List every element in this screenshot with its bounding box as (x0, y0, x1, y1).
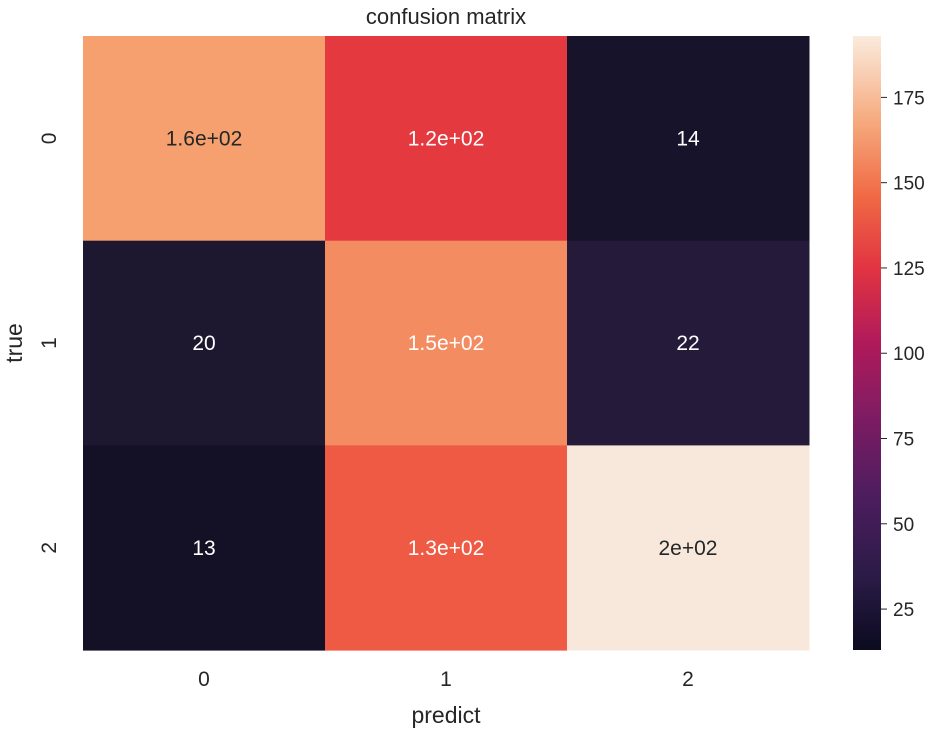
heatmap-cells (83, 36, 810, 651)
heatmap-cell-r0-c0 (83, 36, 326, 242)
colorbar-tick-label: 25 (893, 600, 914, 621)
colorbar-tick-label: 50 (893, 515, 914, 536)
cell-value-label: 1.2e+02 (408, 127, 485, 150)
colorbar-tick-label: 75 (893, 430, 914, 451)
x-tick-label: 0 (198, 668, 210, 691)
cell-value-label: 14 (676, 127, 700, 150)
colorbar-tick-label: 100 (893, 344, 925, 365)
cell-value-label: 22 (676, 332, 699, 355)
x-axis-ticks: 0 1 2 (198, 668, 694, 691)
cell-value-label: 2e+02 (659, 537, 718, 560)
colorbar-tick-label: 150 (893, 174, 925, 195)
x-axis-title: predict (411, 702, 481, 728)
y-tick-label: 1 (38, 337, 61, 349)
heatmap-cell-labels: 1.6e+02 1.2e+02 14 20 1.5e+02 22 13 1.3e+02 2e+0… (166, 127, 718, 559)
heatmap-cell-r1-c2 (567, 240, 810, 446)
heatmap-cell-r1-c0 (83, 240, 326, 446)
heatmap-cell-r2-c0 (83, 445, 326, 651)
heatmap-cell-r0-c1 (325, 36, 568, 242)
x-tick-label: 2 (682, 668, 694, 691)
x-tick-label: 1 (440, 668, 452, 691)
y-axis-title: true (1, 323, 27, 363)
heatmap-cell-r0-c2 (567, 36, 810, 242)
colorbar-ticks: 25 50 75 100 125 150 175 (881, 88, 925, 621)
y-axis-ticks: 0 1 2 (38, 133, 61, 554)
cell-value-label: 1.6e+02 (166, 127, 243, 150)
chart-title: confusion matrix (366, 4, 526, 29)
cell-value-label: 13 (192, 537, 215, 560)
colorbar (853, 36, 881, 650)
y-tick-label: 0 (38, 133, 61, 145)
heatmap-cell-r1-c1 (325, 240, 568, 446)
heatmap-cell-r2-c1 (325, 445, 568, 651)
colorbar-tick-label: 125 (893, 259, 925, 280)
cell-value-label: 20 (192, 332, 215, 355)
heatmap-cell-r2-c2 (567, 445, 810, 651)
cell-value-label: 1.3e+02 (408, 537, 485, 560)
colorbar-tick-label: 175 (893, 88, 925, 109)
y-tick-label: 2 (38, 542, 61, 554)
cell-value-label: 1.5e+02 (408, 332, 485, 355)
